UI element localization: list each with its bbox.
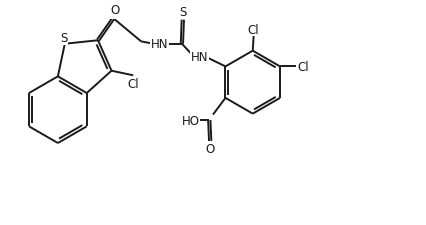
Text: HN: HN <box>151 38 168 51</box>
Text: HO: HO <box>182 114 200 127</box>
Text: HN: HN <box>191 51 208 64</box>
Text: O: O <box>110 4 119 17</box>
Text: Cl: Cl <box>248 24 259 37</box>
Text: Cl: Cl <box>127 77 139 90</box>
Text: O: O <box>206 142 215 155</box>
Text: Cl: Cl <box>297 61 309 74</box>
Text: S: S <box>60 32 68 45</box>
Text: S: S <box>179 6 187 19</box>
